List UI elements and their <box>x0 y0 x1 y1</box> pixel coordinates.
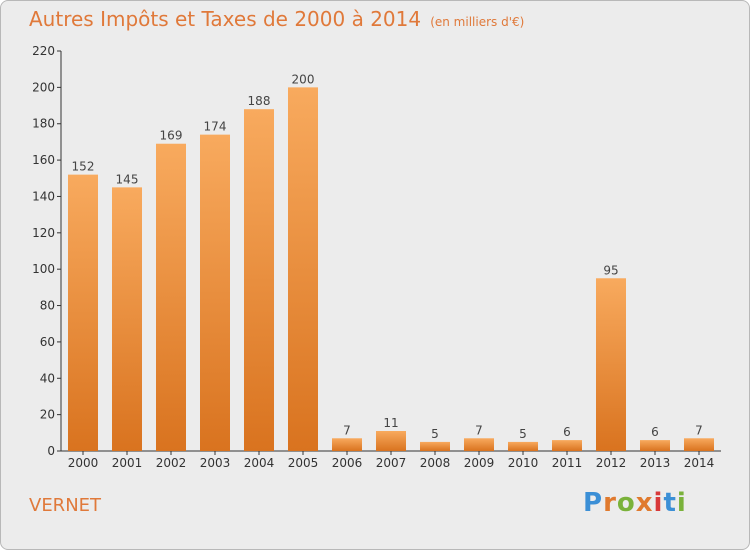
chart-title: Autres Impôts et Taxes de 2000 à 2014 (e… <box>29 7 524 31</box>
value-label-2013: 6 <box>651 425 659 439</box>
x-axis: 2000 2001 2002 2003 2004 2005 2006 2007 2008 2009… <box>61 450 721 470</box>
value-label-2003: 174 <box>204 120 227 134</box>
x-tick-label-2005: 2005 <box>288 456 319 470</box>
bar-2013 <box>640 440 670 451</box>
value-label-2008: 5 <box>431 427 439 441</box>
bar-2008 <box>420 441 450 451</box>
value-label-2007: 11 <box>383 416 398 430</box>
x-tick-label-2007: 2007 <box>376 456 407 470</box>
x-tick-label-2010: 2010 <box>508 456 539 470</box>
value-label-2005: 200 <box>292 72 315 86</box>
y-tick-label: 140 <box>32 189 55 203</box>
x-tick-label-2003: 2003 <box>200 456 231 470</box>
value-label-2001: 145 <box>116 172 139 186</box>
x-tick-label-2009: 2009 <box>464 456 495 470</box>
value-label-2009: 7 <box>475 423 483 437</box>
x-tick-label-2002: 2002 <box>156 456 187 470</box>
commune-name: VERNET <box>29 495 102 516</box>
logo-letter: r <box>603 488 617 518</box>
value-label-2006: 7 <box>343 423 351 437</box>
logo-letter: o <box>616 488 636 518</box>
value-label-2000: 152 <box>72 160 95 174</box>
y-tick-label: 220 <box>32 44 55 58</box>
x-tick-label-2013: 2013 <box>640 456 671 470</box>
x-tick-label-2006: 2006 <box>332 456 363 470</box>
y-tick-label: 40 <box>40 371 55 385</box>
y-tick-label: 20 <box>40 408 55 422</box>
bar-2003 <box>200 134 230 452</box>
x-tick-label-2004: 2004 <box>244 456 275 470</box>
bar-2009 <box>464 438 494 451</box>
value-labels: 152 145 169 174 188 200 7 11 5 7 5 6 95 6 7 <box>72 72 703 441</box>
value-label-2004: 188 <box>248 94 271 108</box>
logo-letter: i <box>676 488 687 518</box>
y-tick-label: 200 <box>32 80 55 94</box>
x-tick-label-2001: 2001 <box>112 456 143 470</box>
bar-2004 <box>244 109 274 451</box>
x-tick-label-2014: 2014 <box>684 456 715 470</box>
y-tick-label: 60 <box>40 335 55 349</box>
logo-letter: t <box>663 488 677 518</box>
bar-2005 <box>288 87 318 451</box>
value-label-2010: 5 <box>519 427 527 441</box>
x-tick-label-2012: 2012 <box>596 456 627 470</box>
y-tick-label: 120 <box>32 226 55 240</box>
bar-2007 <box>376 431 406 451</box>
chart-title-main: Autres Impôts et Taxes de 2000 à 2014 <box>29 7 422 31</box>
bars <box>68 87 714 452</box>
value-label-2011: 6 <box>563 425 571 439</box>
bar-2014 <box>684 438 714 451</box>
proxiti-logo[interactable]: Proxiti <box>583 488 687 518</box>
value-label-2012: 95 <box>603 263 618 277</box>
x-tick-label-2000: 2000 <box>68 456 99 470</box>
y-tick-label: 180 <box>32 117 55 131</box>
value-label-2014: 7 <box>695 423 703 437</box>
y-tick-label: 80 <box>40 299 55 313</box>
x-tick-label-2008: 2008 <box>420 456 451 470</box>
logo-letter: i <box>653 488 664 518</box>
bar-2011 <box>552 440 582 451</box>
y-tick-label: 160 <box>32 153 55 167</box>
y-axis: 0 20 40 60 80 100 120 140 160 180 200 220 <box>32 44 62 458</box>
chart-title-unit: (en milliers d'€) <box>430 15 525 29</box>
bar-2006 <box>332 438 362 451</box>
logo-letter: x <box>635 488 654 518</box>
bar-2000 <box>68 174 98 452</box>
value-label-2002: 169 <box>160 129 183 143</box>
bar-2010 <box>508 441 538 451</box>
y-tick-label: 100 <box>32 262 55 276</box>
bar-2002 <box>156 143 186 451</box>
x-tick-label-2011: 2011 <box>552 456 583 470</box>
y-tick-label: 0 <box>47 444 55 458</box>
bar-2001 <box>112 187 142 451</box>
bar-2012 <box>596 278 626 451</box>
logo-letter: P <box>583 488 604 518</box>
